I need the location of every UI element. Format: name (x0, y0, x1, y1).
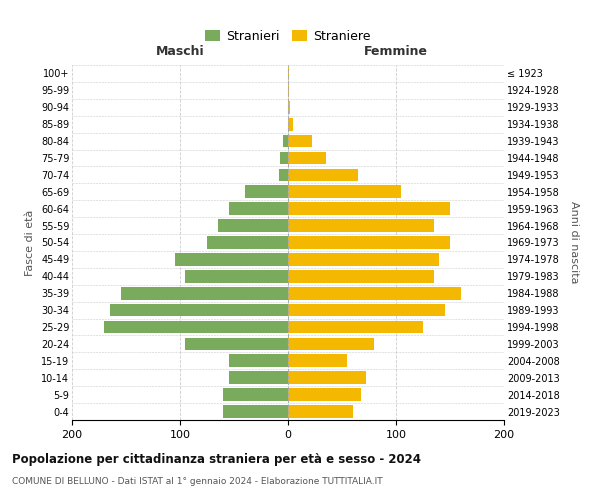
Bar (288, 118, 293, 130)
Legend: Stranieri, Straniere: Stranieri, Straniere (200, 25, 376, 48)
Y-axis label: Anni di nascita: Anni di nascita (569, 201, 579, 284)
Bar (104, 320, 288, 334)
Bar (185, 338, 288, 350)
Bar (288, 67, 289, 80)
Bar (280, 168, 288, 181)
Bar (288, 84, 289, 96)
Bar (288, 338, 374, 350)
Bar (283, 134, 288, 147)
Bar (288, 320, 423, 334)
Bar (207, 236, 288, 249)
Bar (288, 152, 326, 164)
Bar (245, 186, 288, 198)
Bar (288, 405, 353, 418)
Bar (288, 287, 461, 300)
Bar (110, 304, 288, 316)
Y-axis label: Fasce di età: Fasce di età (25, 210, 35, 276)
Bar (288, 202, 450, 215)
Bar (229, 354, 288, 367)
Bar (223, 405, 288, 418)
Bar (288, 253, 439, 266)
Bar (288, 236, 450, 249)
Bar (288, 270, 434, 282)
Text: Popolazione per cittadinanza straniera per età e sesso - 2024: Popolazione per cittadinanza straniera p… (12, 452, 421, 466)
Text: Femmine: Femmine (364, 45, 428, 58)
Bar (288, 168, 358, 181)
Bar (121, 287, 288, 300)
Bar (288, 134, 312, 147)
Bar (229, 202, 288, 215)
Bar (288, 388, 361, 401)
Bar (288, 304, 445, 316)
Bar (288, 186, 401, 198)
Bar (288, 372, 366, 384)
Bar (288, 101, 290, 114)
Bar (218, 220, 288, 232)
Bar (280, 152, 288, 164)
Text: Maschi: Maschi (155, 45, 205, 58)
Bar (288, 220, 434, 232)
Text: COMUNE DI BELLUNO - Dati ISTAT al 1° gennaio 2024 - Elaborazione TUTTITALIA.IT: COMUNE DI BELLUNO - Dati ISTAT al 1° gen… (12, 478, 383, 486)
Bar (288, 354, 347, 367)
Bar (223, 388, 288, 401)
Bar (185, 270, 288, 282)
Bar (229, 372, 288, 384)
Bar (175, 253, 288, 266)
